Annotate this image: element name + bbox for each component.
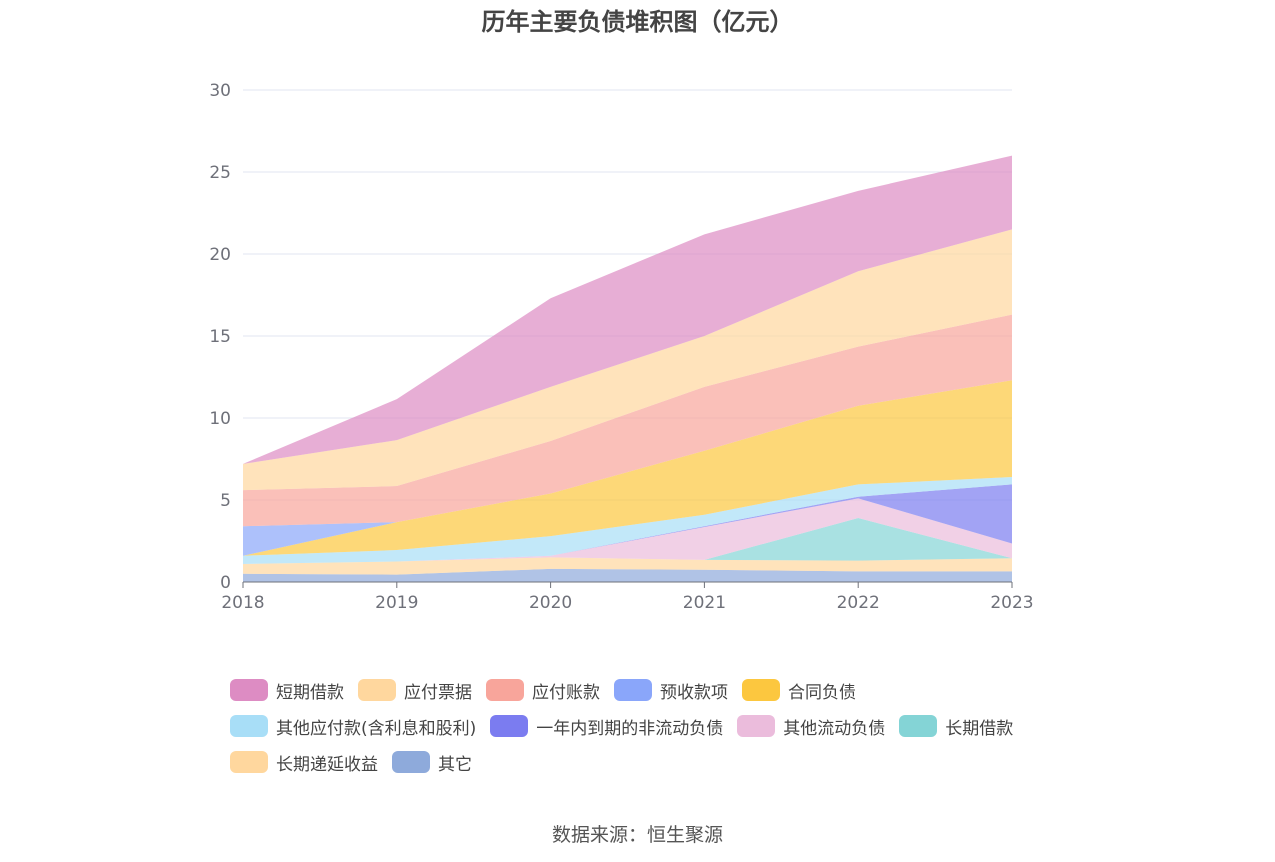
x-tick-label: 2018	[221, 593, 264, 613]
y-tick-label: 10	[209, 409, 231, 429]
legend-item[interactable]: 预收款项	[614, 678, 728, 703]
x-tick-label: 2021	[683, 593, 726, 613]
data-source-note: 数据来源：恒生聚源	[551, 824, 723, 846]
legend-item[interactable]: 其它	[392, 750, 472, 775]
legend-label: 短期借款	[276, 682, 344, 703]
legend-label: 一年内到期的非流动负债	[536, 718, 724, 739]
area-series-7[interactable]	[243, 380, 1012, 556]
area-series-0[interactable]	[243, 568, 1012, 582]
y-tick-label: 0	[220, 573, 231, 593]
x-tick-label: 2023	[990, 593, 1033, 613]
legend-swatch	[737, 715, 776, 737]
y-tick-label: 30	[209, 81, 231, 101]
legend-row: 长期递延收益 其它	[230, 744, 1090, 780]
legend-label: 长期借款	[945, 718, 1014, 739]
legend-label: 应付账款	[532, 682, 600, 703]
x-tick-label: 2020	[529, 593, 572, 613]
legend-label: 应付票据	[404, 682, 472, 703]
legend-item[interactable]: 应付票据	[358, 678, 472, 703]
x-tick-label: 2019	[375, 593, 418, 613]
area-series-2[interactable]	[243, 518, 1012, 564]
legend-swatch	[230, 715, 268, 737]
legend-label: 其他应付款(含利息和股利)	[276, 718, 477, 739]
legend-label: 长期递延收益	[276, 754, 378, 775]
legend-label: 其他流动负债	[783, 718, 886, 739]
legend-item[interactable]: 长期借款	[899, 714, 1013, 739]
area-series-3[interactable]	[243, 498, 1012, 564]
area-series-5[interactable]	[243, 477, 1012, 564]
legend-swatch	[742, 679, 780, 701]
area-series-1[interactable]	[243, 557, 1012, 575]
legend-swatch	[358, 679, 396, 701]
x-tick-label: 2022	[837, 593, 880, 613]
legend-label: 预收款项	[660, 682, 728, 703]
legend-item[interactable]: 应付账款	[486, 678, 600, 703]
legend-item[interactable]: 长期递延收益	[230, 750, 378, 775]
legend-label: 其它	[438, 754, 472, 775]
y-tick-label: 20	[209, 245, 231, 265]
area-series-6[interactable]	[243, 380, 1012, 556]
area-series-4[interactable]	[243, 484, 1012, 564]
legend-swatch	[614, 679, 652, 701]
legend-item[interactable]: 短期借款	[230, 678, 344, 703]
legend-item[interactable]: 其他流动负债	[737, 714, 885, 739]
legend-item[interactable]: 其他应付款(含利息和股利)	[230, 714, 476, 739]
legend-row: 其他应付款(含利息和股利) 一年内到期的非流动负债 其他流动负债 长期借款	[230, 708, 1090, 744]
y-tick-label: 15	[209, 327, 231, 347]
legend-label: 合同负债	[788, 682, 856, 703]
legend-swatch	[899, 715, 938, 737]
y-tick-label: 5	[220, 491, 231, 511]
legend-item[interactable]: 一年内到期的非流动负债	[490, 714, 723, 739]
legend-swatch	[230, 679, 268, 701]
chart-title: 历年主要负债堆积图（亿元）	[481, 8, 794, 36]
area-series-10[interactable]	[243, 155, 1012, 464]
legend-row: 短期借款 应付票据 应付账款 预收款项 合同负债	[230, 672, 1090, 708]
legend-swatch	[486, 679, 524, 701]
legend-swatch	[230, 751, 268, 773]
legend-item[interactable]: 合同负债	[742, 678, 856, 703]
chart-plot-area: 0 5 10 15 20 25 30 2018 2019 2020 2021 2022 2023	[209, 81, 1033, 613]
area-series-8[interactable]	[243, 314, 1012, 527]
y-tick-label: 25	[209, 163, 231, 183]
legend-swatch	[490, 715, 529, 737]
chart-legend: 短期借款 应付票据 应付账款 预收款项 合同负债其他应付款(含利息和股利) 一年内到期的非…	[230, 672, 1090, 780]
area-series-9[interactable]	[243, 229, 1012, 491]
legend-swatch	[392, 751, 430, 773]
